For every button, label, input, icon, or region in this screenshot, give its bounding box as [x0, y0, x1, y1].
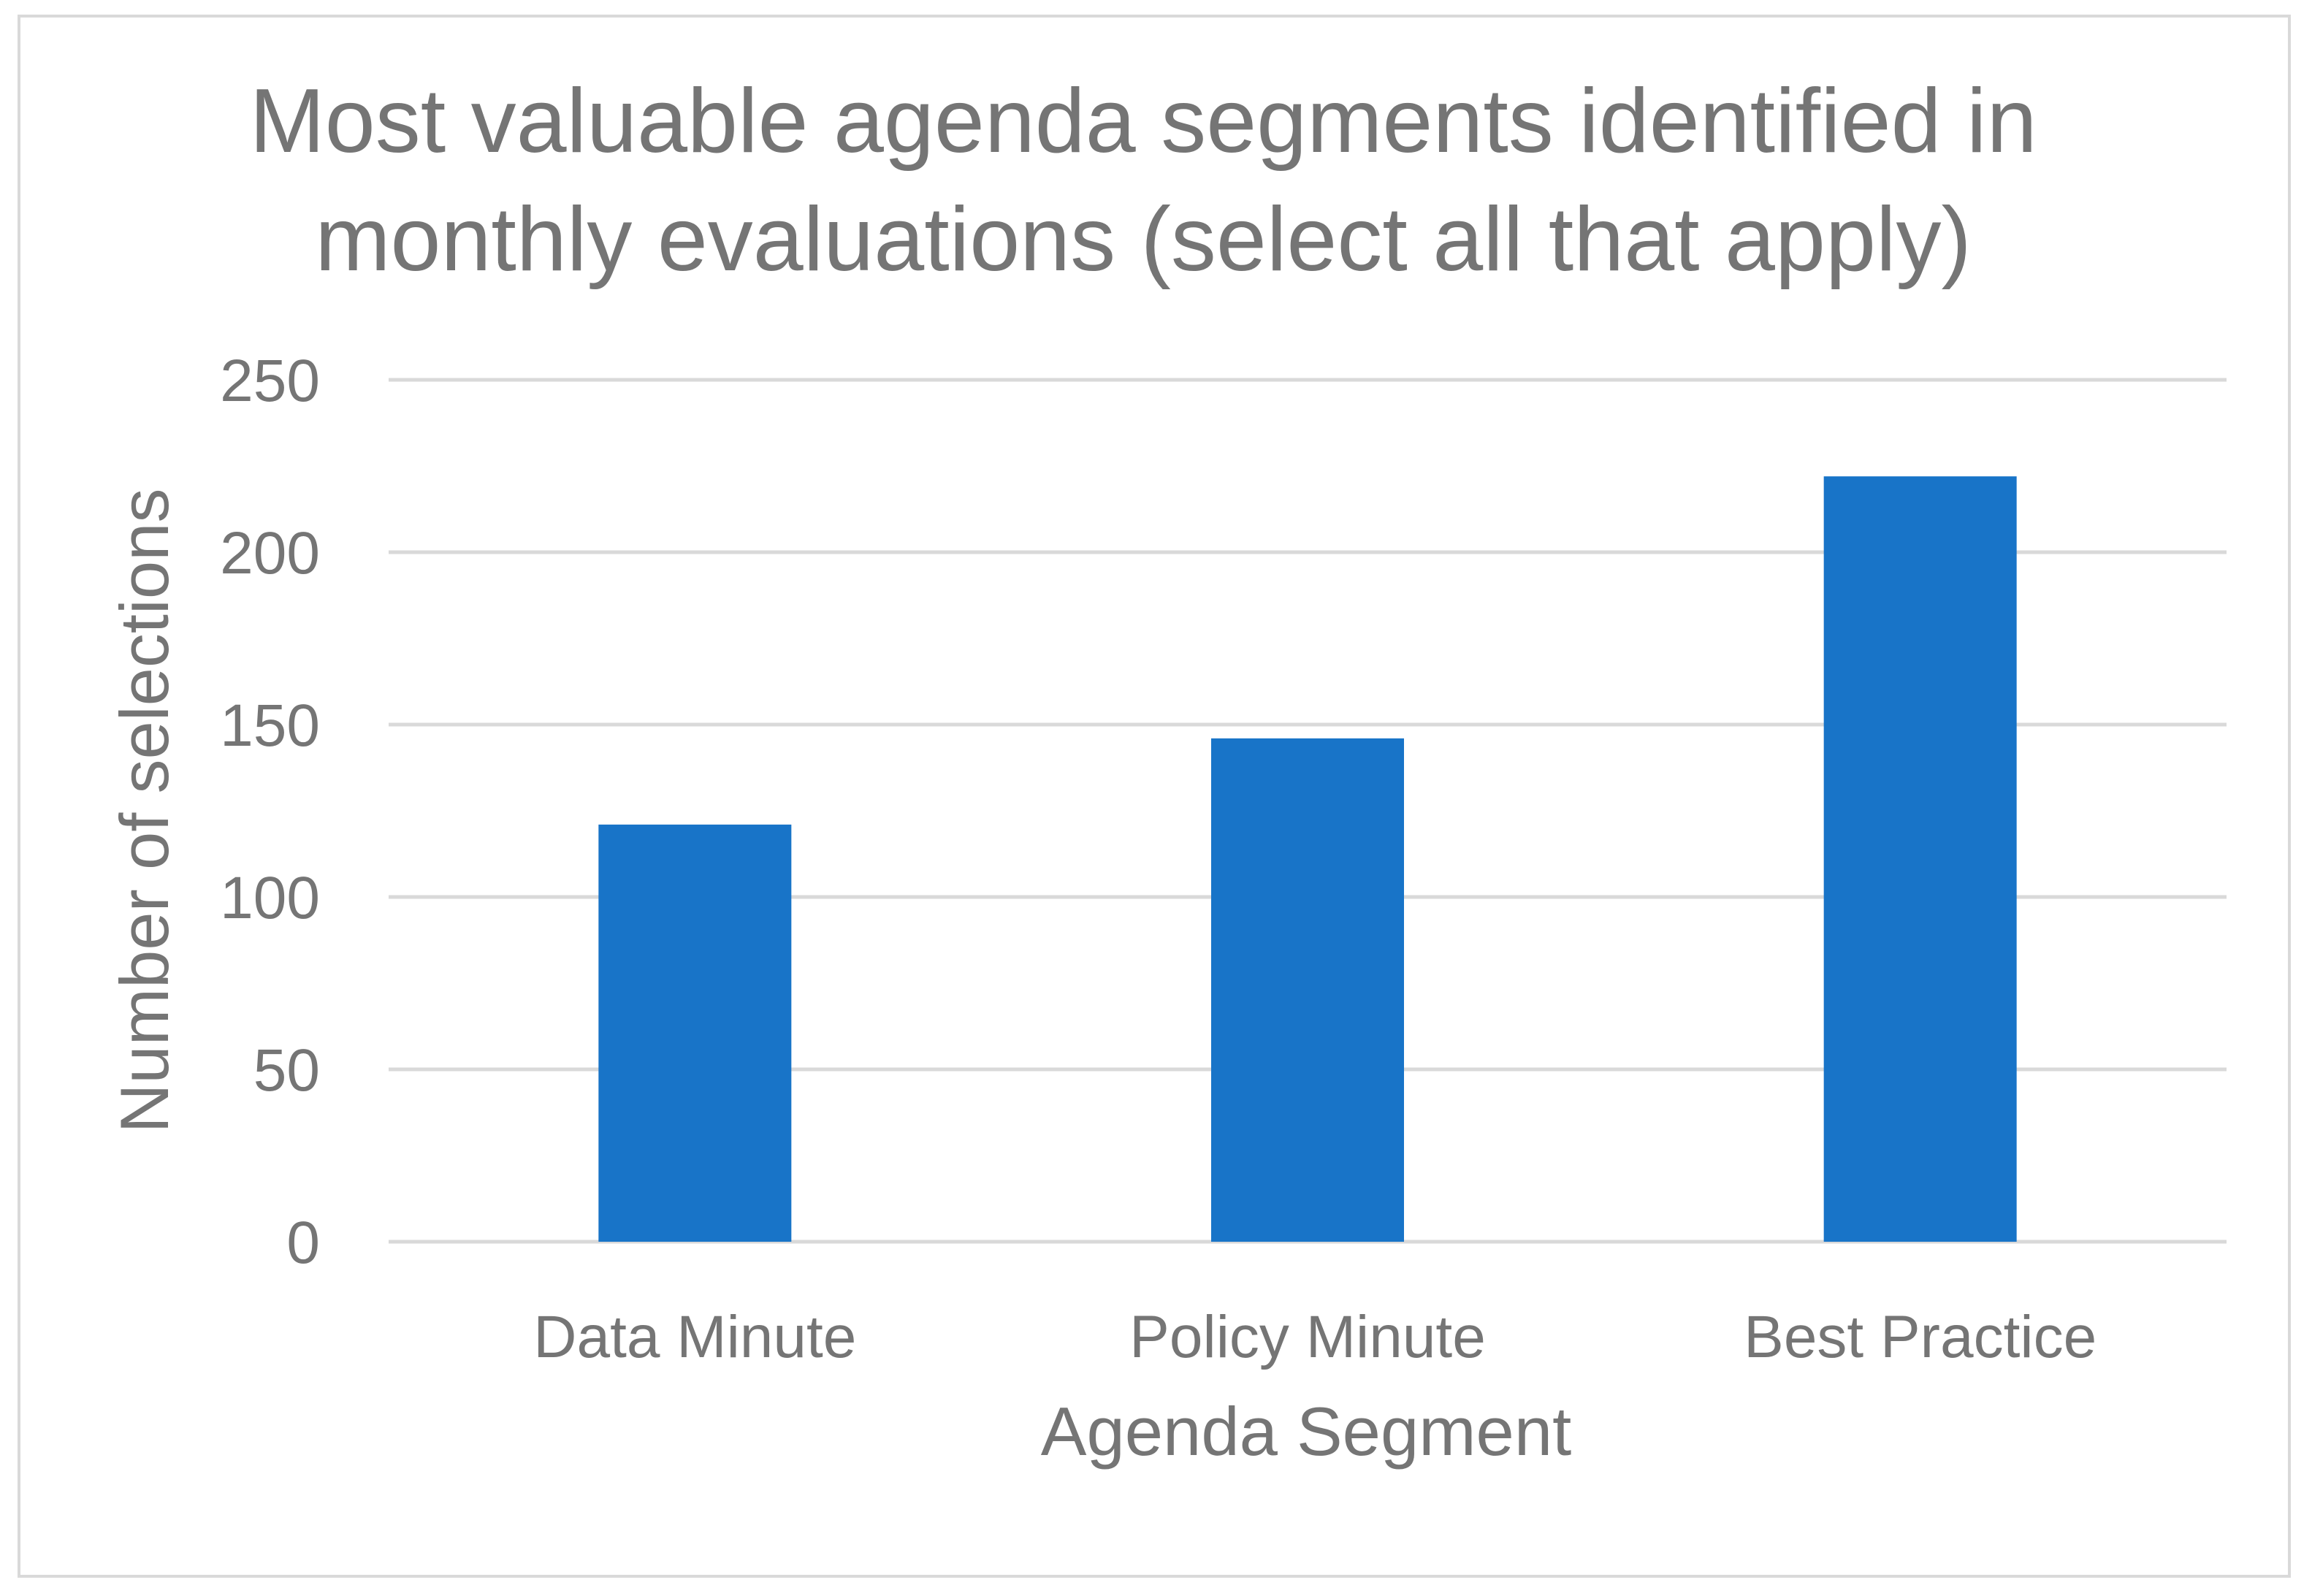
x-axis-ticks: Data Minute Policy Minute Best Practice: [533, 1304, 2097, 1370]
chart-title-line-1: Most valuable agenda segments identified…: [249, 71, 2037, 172]
y-tick-label: 200: [220, 520, 320, 587]
bar-data-minute: [598, 824, 792, 1242]
y-tick-label: 150: [220, 692, 320, 759]
y-axis-ticks: 0 50 100 150 200 250: [220, 348, 320, 1276]
x-tick-label: Policy Minute: [1129, 1304, 1486, 1370]
y-tick-label: 100: [220, 865, 320, 931]
bar-best-practice: [1823, 476, 2017, 1242]
x-tick-label: Data Minute: [533, 1304, 856, 1370]
chart-title: Most valuable agenda segments identified…: [249, 71, 2037, 290]
bars: [598, 476, 2017, 1242]
x-axis-title: Agenda Segment: [1041, 1393, 1571, 1470]
x-tick-label: Best Practice: [1744, 1304, 2097, 1370]
y-axis-title: Number of selections: [106, 489, 183, 1134]
y-tick-label: 0: [286, 1210, 320, 1276]
chart-title-line-2: monthly evaluations (select all that app…: [315, 189, 1972, 290]
y-tick-label: 250: [220, 348, 320, 414]
y-tick-label: 50: [253, 1037, 320, 1104]
bar-policy-minute: [1211, 738, 1404, 1242]
